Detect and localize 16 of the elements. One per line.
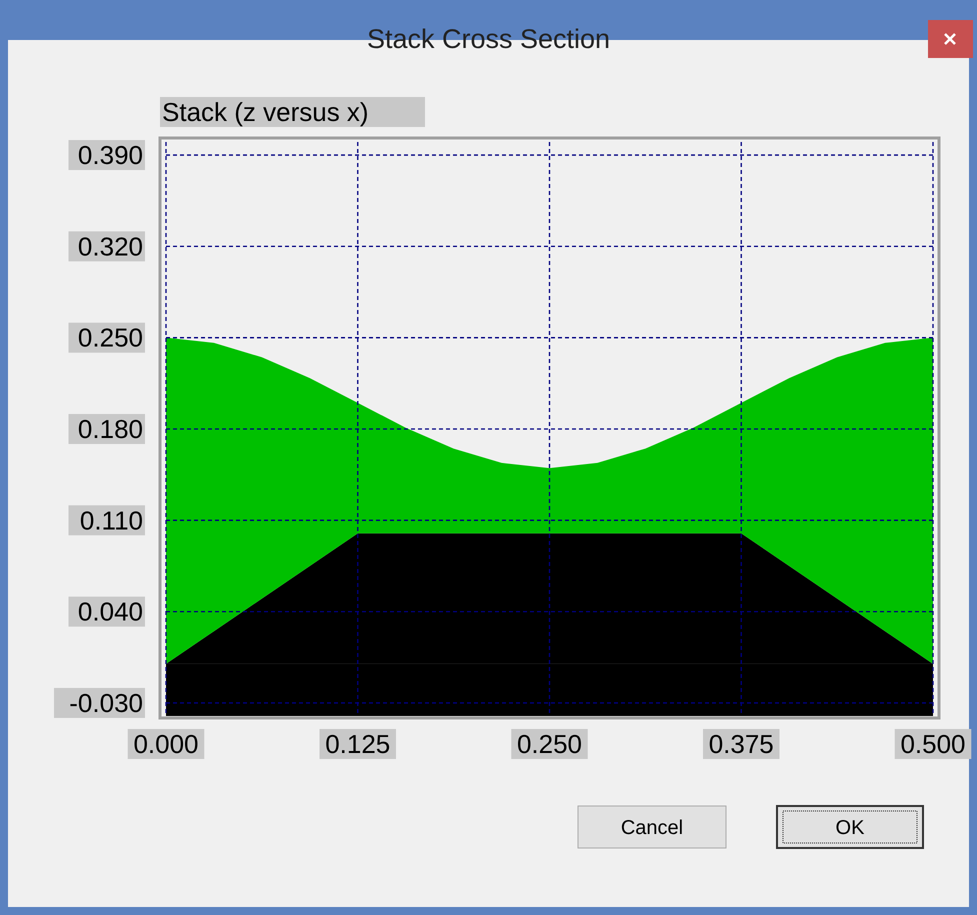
y-tick-label: 0.110 bbox=[80, 505, 143, 536]
text: Stack Cross Section bbox=[366, 24, 610, 54]
x-tick-label: 0.500 bbox=[900, 729, 966, 759]
y-tick-label: -0.030 bbox=[69, 688, 143, 718]
x-tick-label: 0.000 bbox=[133, 729, 199, 759]
x-tick-label: 0.250 bbox=[516, 729, 582, 759]
y-tick-label: 0.250 bbox=[78, 322, 143, 353]
y-tick-label: 0.390 bbox=[78, 140, 143, 170]
y-tick-label: 0.180 bbox=[78, 414, 143, 444]
y-tick-label: 0.040 bbox=[78, 596, 143, 627]
chart-title: Stack (z versus x) bbox=[162, 97, 369, 127]
x-tick-label: 0.375 bbox=[708, 729, 774, 759]
y-tick-label: 0.320 bbox=[78, 231, 143, 262]
text: OK bbox=[836, 817, 866, 839]
text: Cancel bbox=[620, 817, 684, 839]
x-tick-label: 0.125 bbox=[325, 729, 390, 759]
